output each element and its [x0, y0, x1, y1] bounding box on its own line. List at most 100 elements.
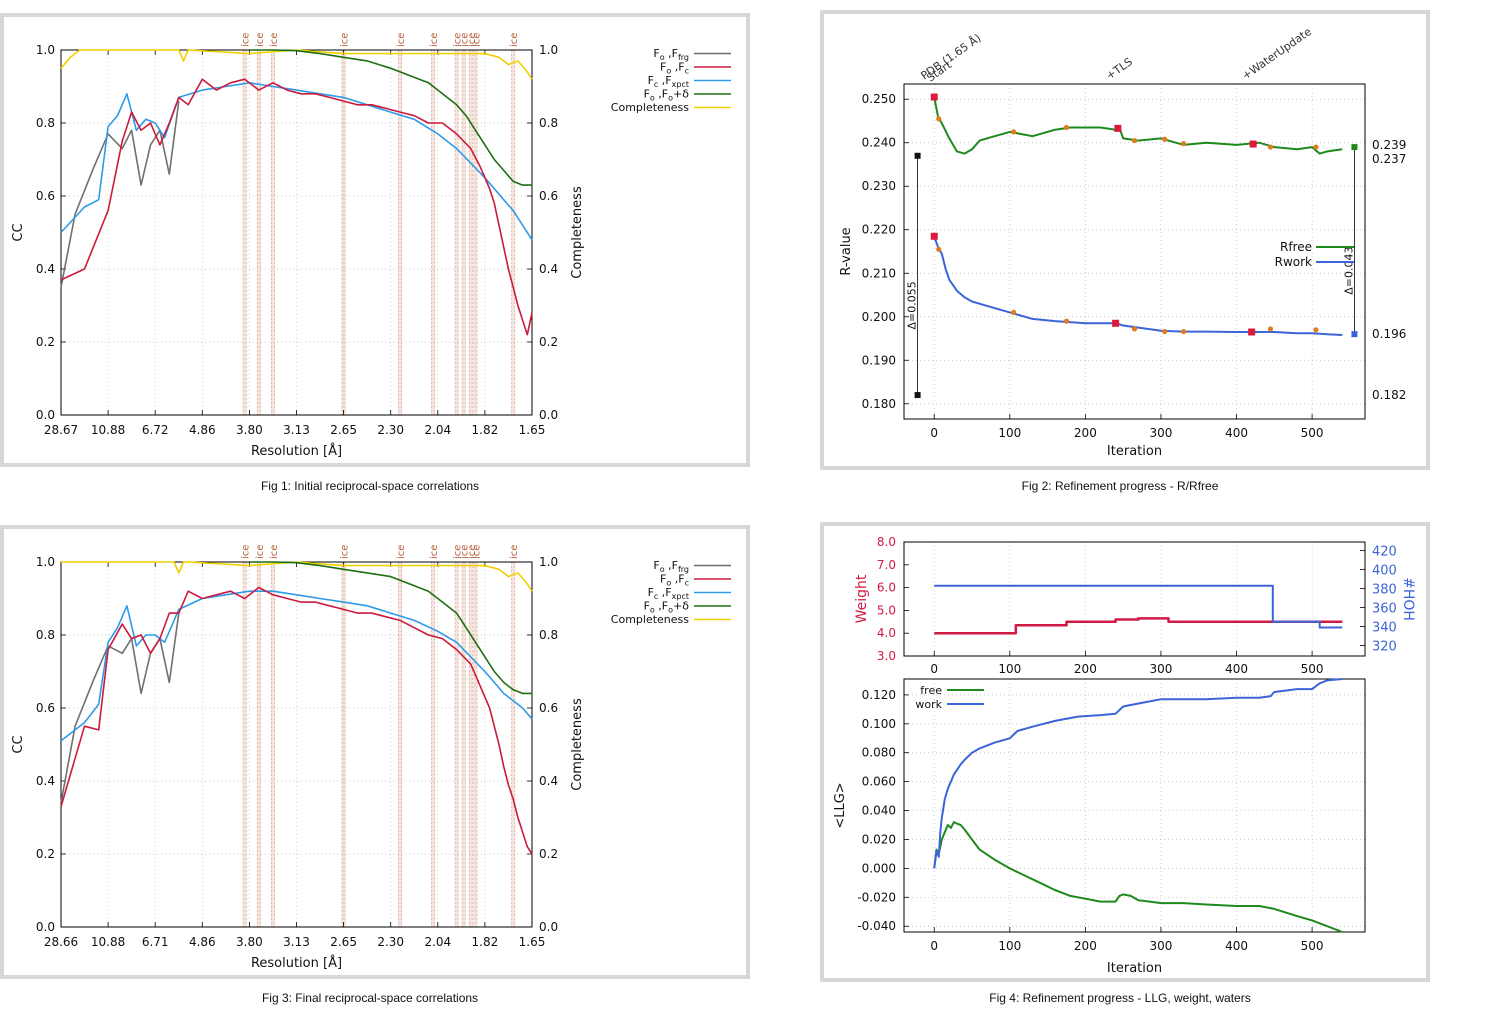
- legend-label-tail: +δ: [673, 600, 689, 613]
- iteration-marker: [1131, 326, 1138, 332]
- legend-label-sub: o: [666, 67, 671, 76]
- x-tick-label: 500: [1301, 426, 1324, 440]
- x-tick-label: 3.80: [236, 935, 263, 949]
- legend-label: free: [920, 684, 942, 697]
- x-tick-label: 100: [998, 426, 1021, 440]
- x-axis-label: Resolution [Å]: [251, 955, 342, 971]
- hoh-tick-label: 380: [1372, 583, 1397, 598]
- hoh-axis-label: #HOH: [1400, 577, 1416, 621]
- legend-label-mid: ,F: [658, 586, 671, 599]
- y2-tick-label: 0.0: [539, 408, 558, 422]
- delta-left-label: Δ=0.055: [906, 281, 919, 329]
- plot-frame: [60, 561, 533, 928]
- iteration-marker: [1131, 137, 1138, 144]
- weight-tick-label: 3.0: [877, 649, 896, 663]
- iteration-marker: [1181, 141, 1187, 147]
- ice-band: [511, 50, 516, 415]
- ice-label: ice: [453, 545, 464, 559]
- stage-marker: [1114, 124, 1122, 132]
- delta-right-bottom-marker: [1351, 331, 1358, 338]
- legend-label: Fo ,Ffrg: [653, 47, 689, 62]
- iteration-marker: [1162, 136, 1168, 142]
- legend-label-sub2: xpct: [672, 80, 689, 89]
- ice-label: ice: [460, 545, 471, 559]
- ice-label: ice: [460, 33, 471, 47]
- legend-label-sub2: frg: [678, 565, 689, 574]
- legend-label-mid: ,F: [655, 88, 668, 101]
- ice-band: [461, 50, 466, 415]
- legend-label-sub2: frg: [678, 53, 689, 62]
- stage-marker: [1112, 319, 1120, 327]
- x-axis-label: Resolution [Å]: [251, 443, 342, 459]
- iteration-marker: [936, 116, 942, 122]
- x-tick-label: 6.72: [142, 423, 169, 437]
- x-tick-label: 2.65: [330, 935, 357, 949]
- legend-label-mid: ,F: [655, 600, 668, 613]
- ice-label: ice: [241, 33, 252, 47]
- x-tick-label: 500: [1301, 939, 1324, 953]
- fig4-caption: Fig 4: Refinement progress - LLG, weight…: [989, 991, 1251, 1005]
- ice-band: [431, 50, 436, 415]
- y2-tick-label: 1.0: [539, 43, 558, 57]
- x-tick-label: 100: [998, 939, 1021, 953]
- y-tick-label: 0.000: [862, 861, 896, 875]
- legend-label-sub: o: [650, 94, 655, 103]
- series-line-fo_fc: [60, 586, 533, 855]
- y-tick-label: 0.240: [862, 136, 896, 150]
- x-tick-label: 500: [1301, 662, 1324, 676]
- y-tick-label: 0.210: [862, 266, 896, 280]
- ice-band: [431, 562, 436, 927]
- legend-label-main: F: [644, 88, 650, 101]
- x-tick-label: 3.80: [236, 423, 263, 437]
- legend-label-sub: o: [660, 565, 665, 574]
- ice-band: [468, 50, 473, 415]
- x-tick-label: 28.67: [44, 423, 78, 437]
- fig3-caption: Fig 3: Final reciprocal-space correlatio…: [261, 991, 479, 1005]
- legend-label: Rfree: [1280, 240, 1312, 254]
- y-tick-label: 0.040: [862, 804, 896, 818]
- x-tick-label: 300: [1149, 939, 1172, 953]
- x-tick-label: 10.88: [91, 935, 125, 949]
- legend-label-sub2: xpct: [672, 592, 689, 601]
- hoh-tick-label: 420: [1372, 545, 1397, 560]
- weight-tick-label: 5.0: [877, 603, 896, 617]
- ice-label: ice: [396, 545, 407, 559]
- weight-tick-label: 7.0: [877, 558, 896, 572]
- y-tick-label: 0.8: [36, 628, 55, 642]
- series-line-work: [933, 678, 1343, 869]
- y2-tick-label: 0.2: [539, 335, 558, 349]
- fig1-panel: ice ice ice ice ice ice ice ice ice ice ice 28.67 10…: [0, 13, 750, 467]
- ice-band: [511, 562, 516, 927]
- iteration-marker: [1267, 144, 1274, 150]
- ice-band: [341, 50, 346, 415]
- top-annotation: +TLS: [1104, 55, 1135, 82]
- x-tick-label: 28.66: [44, 935, 78, 949]
- fig2-chart: 0 100 200 300 400 500 0.180 0.190 0.200 0.210 0.22…: [839, 25, 1406, 459]
- y-tick-label: -0.040: [857, 919, 896, 933]
- x-tick-label: 200: [1074, 662, 1097, 676]
- iteration-marker: [1063, 318, 1070, 324]
- hoh-tick-label: 340: [1372, 621, 1397, 636]
- iteration-marker: [936, 246, 942, 252]
- legend-label-sub2: o: [668, 606, 673, 615]
- legend-label-sub2: c: [685, 67, 689, 76]
- weight-axis-label: Weight: [854, 574, 870, 623]
- legend-label: Rwork: [1275, 255, 1312, 269]
- y-tick-label: 1.0: [36, 43, 55, 57]
- y-tick-label: 0.120: [862, 688, 896, 702]
- y-tick-label: 0.0: [36, 408, 55, 422]
- y-axis-label: CC: [11, 735, 26, 753]
- ice-label: ice: [255, 33, 266, 47]
- series-line-free: [933, 821, 1343, 933]
- legend-label: Completeness: [611, 101, 689, 114]
- series-line-completeness: [60, 49, 533, 80]
- x-tick-label: 1.82: [472, 935, 499, 949]
- series-line-fo_fo_delta: [249, 49, 532, 186]
- legend-label-mid: ,F: [665, 559, 678, 572]
- ice-band: [454, 562, 459, 927]
- weight-tick-label: 8.0: [877, 535, 896, 549]
- iteration-marker: [1010, 309, 1017, 316]
- y-tick-label: 1.0: [36, 555, 55, 569]
- y-tick-label: 0.080: [862, 746, 896, 760]
